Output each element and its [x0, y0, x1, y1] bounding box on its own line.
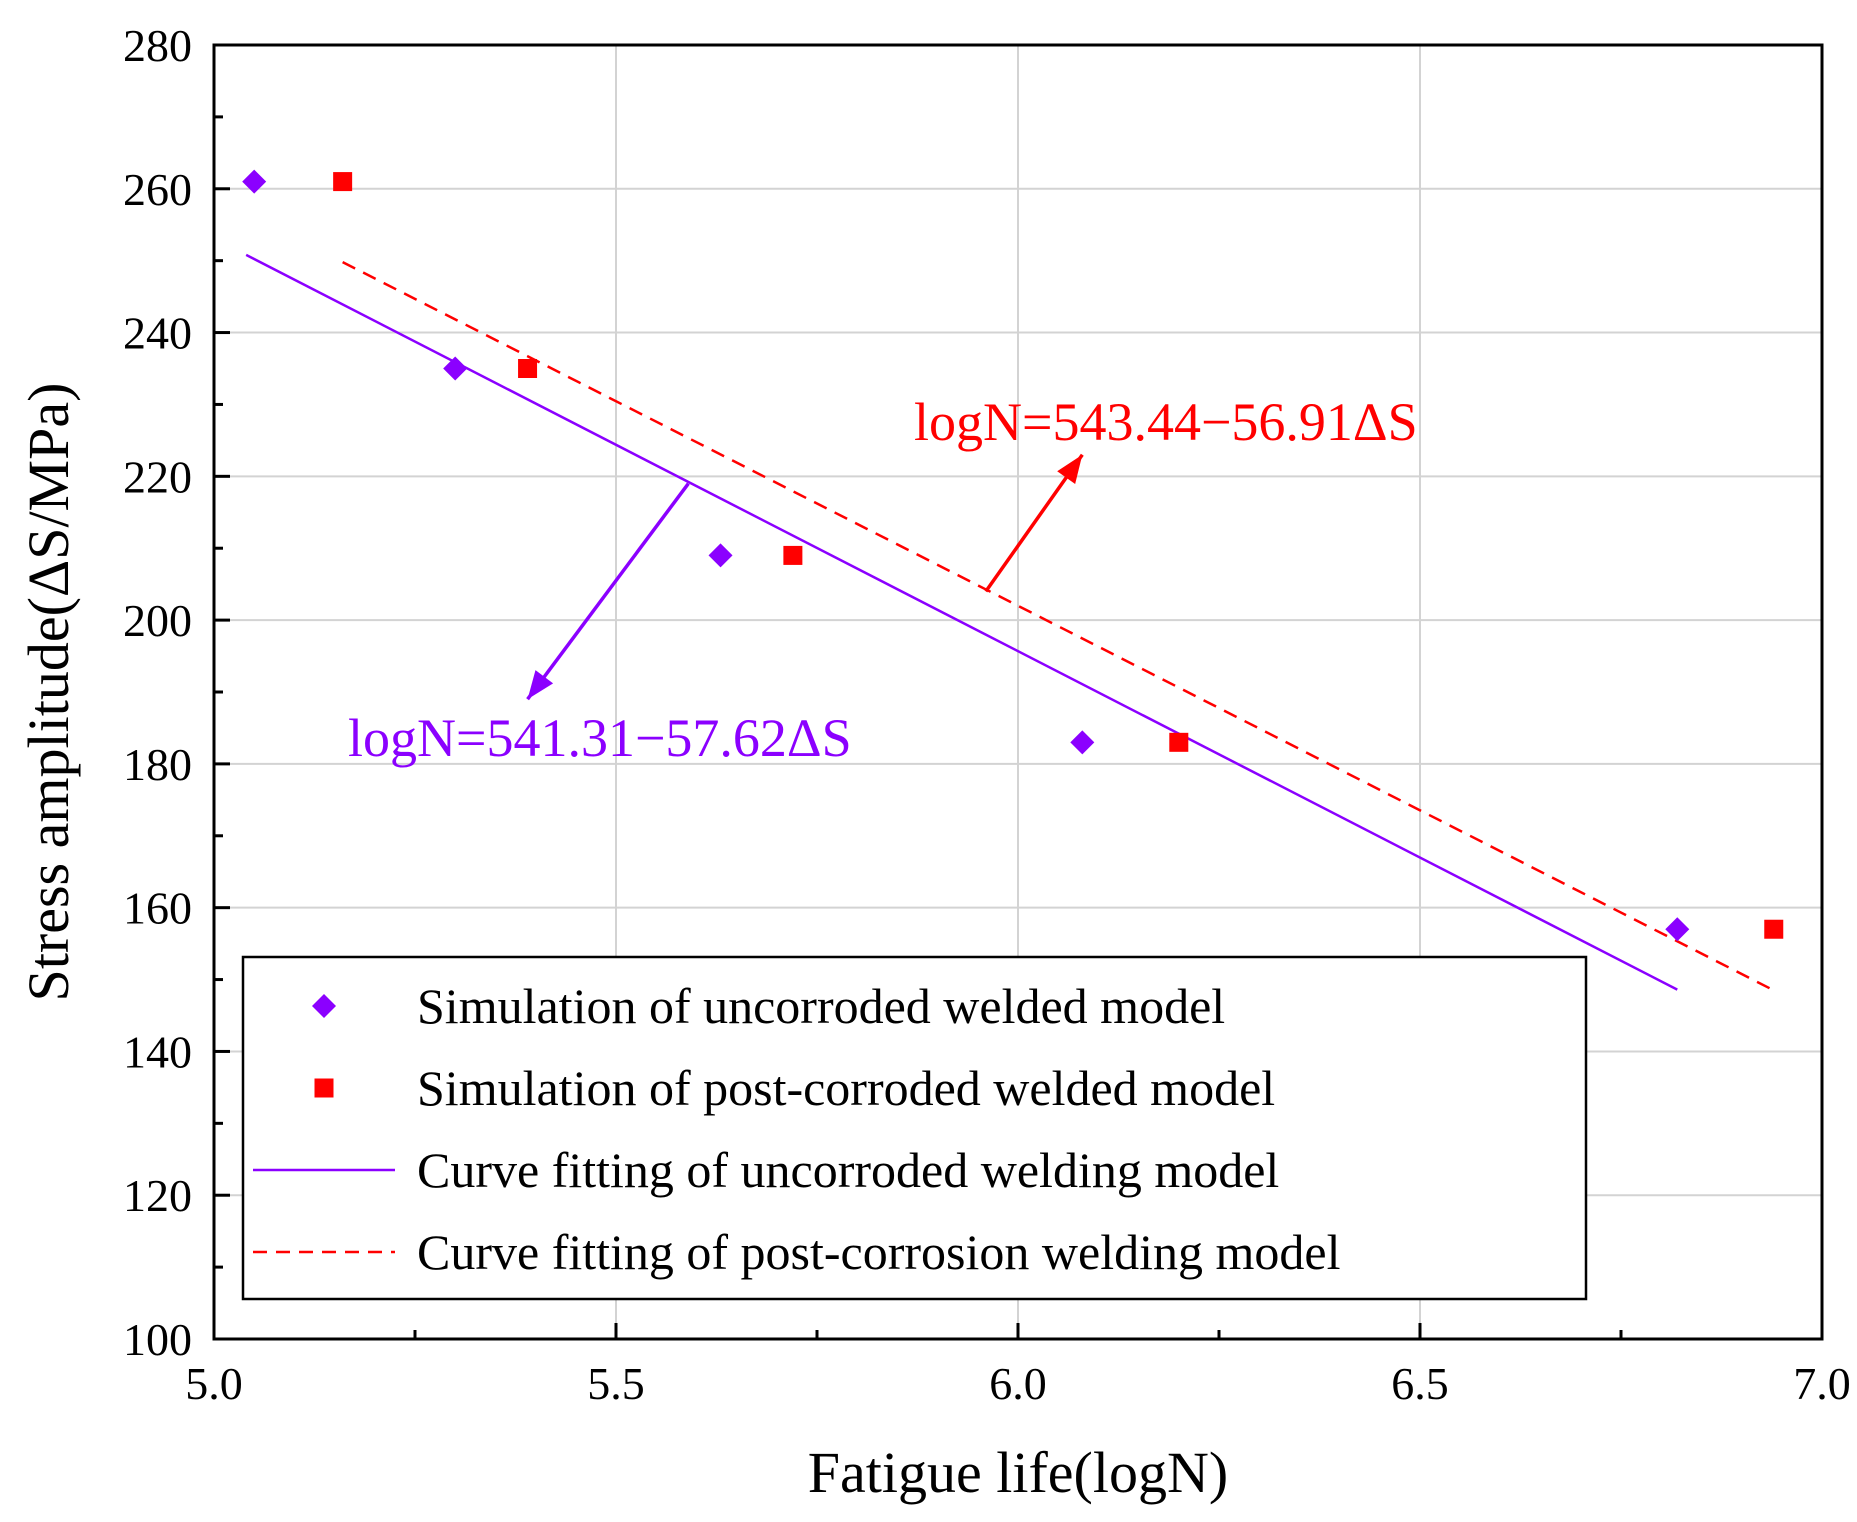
legend: Simulation of uncorroded welded model Sim… — [241, 955, 1588, 1301]
legend-label-2: Curve fitting of uncorroded welding mode… — [417, 1142, 1279, 1198]
legend-marker-swatch-0 — [312, 994, 336, 1018]
data-point-series-1 — [518, 359, 538, 378]
data-point-series-0 — [242, 169, 267, 194]
y-tick-label: 100 — [123, 1314, 192, 1365]
data-point-series-0 — [443, 356, 468, 381]
y-tick-label: 160 — [123, 883, 192, 934]
legend-label-0: Simulation of uncorroded welded model — [417, 978, 1225, 1034]
fit-lines — [245, 253, 1775, 992]
x-tick-label: 6.5 — [1391, 1358, 1449, 1409]
y-tick-label: 260 — [123, 164, 192, 215]
legend-box — [241, 955, 1588, 1301]
uncorroded-equation-arrow-head — [527, 670, 554, 700]
data-point-series-0 — [708, 543, 733, 568]
data-points — [242, 169, 1784, 942]
data-point-series-1 — [333, 172, 353, 192]
uncorroded-equation-label: logN=541.31−57.62ΔS — [348, 708, 852, 768]
y-tick-label: 220 — [123, 451, 192, 502]
y-tick-label: 200 — [123, 595, 192, 646]
y-tick-label: 120 — [123, 1170, 192, 1221]
data-point-series-1 — [783, 545, 803, 565]
x-tick-label: 7.0 — [1793, 1358, 1851, 1409]
fit-line-series-3 — [342, 260, 1775, 992]
fit-line-series-2 — [245, 253, 1678, 991]
legend-label-1: Simulation of post-corroded welded model — [417, 1060, 1275, 1116]
data-point-series-1 — [1169, 732, 1189, 752]
annotations: logN=541.31−57.62ΔS logN=543.44−56.91ΔS — [348, 392, 1418, 768]
y-tick-label: 280 — [123, 20, 192, 71]
y-tick-label: 180 — [123, 739, 192, 790]
data-point-series-0 — [1665, 917, 1690, 942]
legend-marker-swatch-1 — [314, 1078, 334, 1098]
x-axis-title: Fatigue life(logN) — [808, 1440, 1228, 1505]
x-tick-label: 6.0 — [989, 1358, 1047, 1409]
y-axis-title: Stress amplitude(ΔS/MPa) — [16, 383, 81, 1002]
post-corroded-equation-arrow-head — [1057, 454, 1083, 484]
y-tick-label: 240 — [123, 308, 192, 359]
x-tick-label: 5.5 — [587, 1358, 645, 1409]
post-corroded-equation-label: logN=543.44−56.91ΔS — [914, 392, 1418, 452]
x-tick-label: 5.0 — [185, 1358, 243, 1409]
data-point-series-1 — [1764, 919, 1784, 939]
y-tick-label: 140 — [123, 1026, 192, 1077]
axis-ticks: 5.0 5.5 6.0 6.5 7.0 100 120 140 160 180 200 220 240 2… — [123, 20, 1851, 1409]
legend-label-3: Curve fitting of post-corrosion welding … — [417, 1224, 1340, 1280]
uncorroded-equation-arrow-shaft — [526, 482, 690, 701]
data-point-series-0 — [1070, 730, 1095, 755]
